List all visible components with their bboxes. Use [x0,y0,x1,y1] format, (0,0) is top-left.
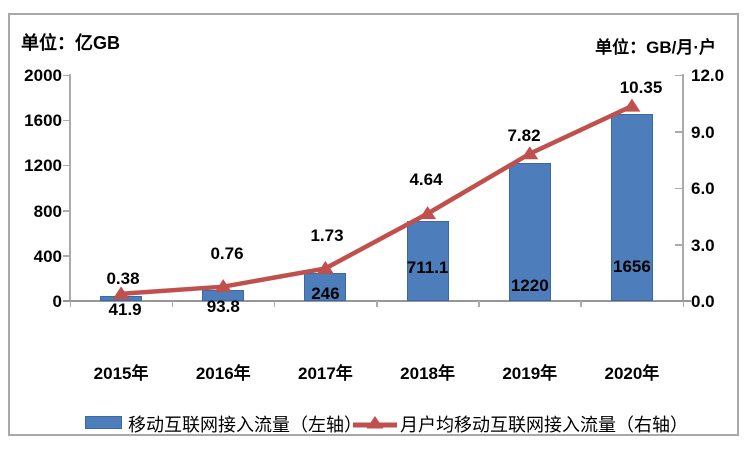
right-axis-tick [675,74,683,76]
chart-legend: 移动互联网接入流量（左轴） 月户均移动互联网接入流量（右轴） [0,408,750,438]
x-axis-tick [171,301,174,307]
x-axis-tick [69,301,71,307]
legend-label-bar-series: 移动互联网接入流量（左轴） [128,415,362,435]
right-value-axis-line [682,74,684,301]
right-axis-tick-label: 0.0 [691,292,715,311]
x-axis-tick [580,301,582,307]
left-axis-tick [63,74,70,76]
left-axis-tick-label: 400 [33,246,62,266]
x-axis-tick [478,301,480,307]
left-axis-tick [63,210,70,212]
category-label-2017年: 2017年 [297,364,353,383]
bar-data-label: 711.1 [406,257,449,277]
x-axis-tick [376,301,378,307]
left-axis-unit-title: 单位：亿GB [21,33,120,53]
right-axis-tick-label: 12.0 [691,66,725,85]
category-label-2018年: 2018年 [400,364,455,383]
x-axis-tick [682,301,684,307]
right-axis-unit-title: 单位：GB/月·户 [595,38,716,57]
bar-data-label: 246 [311,284,340,303]
line-data-label: 0.38 [106,269,140,288]
left-axis-tick [63,255,70,257]
bar-series-swatch-icon [85,416,122,429]
category-label-2015年: 2015年 [93,364,149,383]
left-axis-tick [63,119,70,122]
bar-data-label: 41.9 [108,300,142,319]
x-axis-tick [273,301,276,307]
right-axis-tick-label: 3.0 [691,235,715,255]
left-axis-tick-label: 800 [33,201,62,221]
right-axis-tick [675,244,683,246]
line-data-label: 4.64 [409,170,443,189]
category-label-2020年: 2020年 [604,364,660,383]
right-axis-tick-label: 9.0 [691,122,715,142]
left-axis-tick [63,164,70,167]
line-data-label: 1.73 [310,226,344,245]
right-axis-tick [675,187,683,189]
right-axis-tick-label: 6.0 [691,179,715,198]
line-data-label: 10.35 [619,78,663,97]
left-axis-tick-label: 0 [52,292,62,311]
legend-label-line-series: 月户均移动互联网接入流量（右轴） [400,415,688,435]
bar-data-label: 1656 [612,257,651,276]
category-label-2019年: 2019年 [502,364,558,383]
line-data-label: 7.82 [507,126,541,145]
left-value-axis-line [69,74,71,301]
bar-data-label: 93.8 [206,297,240,316]
right-axis-tick [675,131,683,133]
left-axis-tick-label: 2000 [24,66,62,85]
left-axis-tick-label: 1600 [24,111,62,131]
line-data-label: 0.76 [210,244,244,263]
line-series-marker-icon [353,416,397,429]
left-axis-tick-label: 1200 [24,156,62,176]
bar-data-label: 1220 [510,276,549,295]
x-axis-baseline [63,299,691,302]
category-label-2016年: 2016年 [195,364,251,383]
